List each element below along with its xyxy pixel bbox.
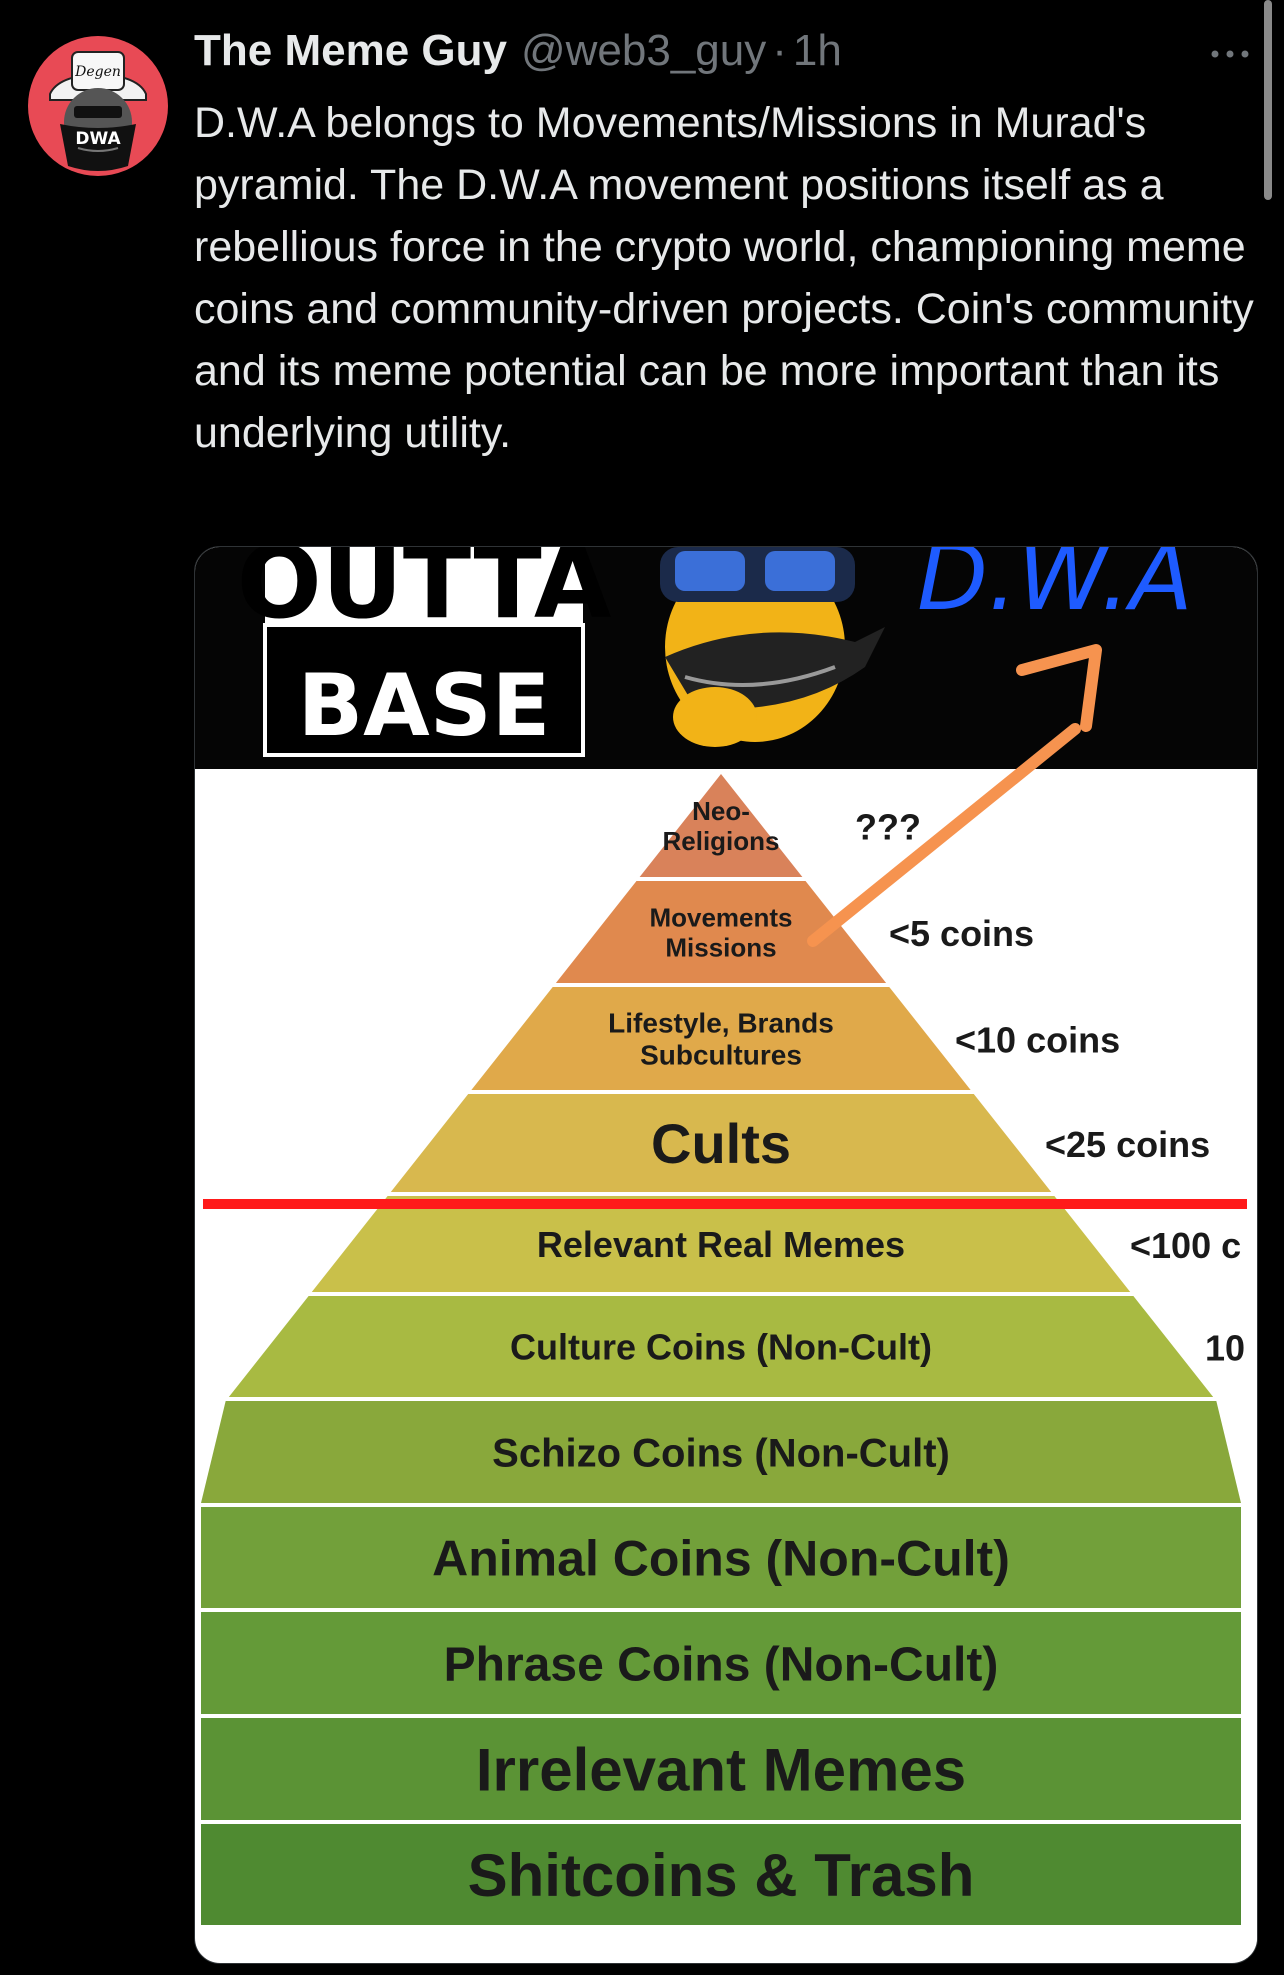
banner-base-text: BASE <box>298 656 551 756</box>
pyramid-tier-label: Shitcoins & Trash <box>468 1842 975 1909</box>
pyramid-tier-label: Relevant Real Memes <box>537 1224 905 1265</box>
more-options-button[interactable] <box>1206 36 1256 66</box>
pyramid-tier <box>639 774 803 877</box>
pyramid-tier-count: 10 <box>1205 1328 1245 1369</box>
pyramid-tier-count: <10 coins <box>955 1020 1120 1061</box>
pyramid-tier <box>311 1196 1131 1292</box>
pyramid-tier <box>201 1401 1241 1503</box>
tweet-header: The Meme Guy @web3_guy · 1h <box>194 26 842 86</box>
pyramid-tier-count: <25 coins <box>1045 1124 1210 1165</box>
avatar-hat-text: Degen <box>74 64 121 80</box>
pyramid-tier-count: <5 coins <box>889 913 1034 954</box>
pyramid-tier <box>390 1094 1052 1192</box>
pyramid-tier <box>555 881 887 983</box>
pyramid-tier-label: Subcultures <box>640 1040 802 1071</box>
separator-dot: · <box>772 26 787 75</box>
pyramid-tier-label: Missions <box>665 932 776 962</box>
orange-arrowhead <box>1016 644 1102 732</box>
author-handle[interactable]: @web3_guy <box>520 26 767 75</box>
pyramid-tier-label: Movements <box>649 902 792 932</box>
tweet-text: D.W.A belongs to Movements/Missions in M… <box>194 99 1254 457</box>
pyramid-tier <box>201 1507 1241 1608</box>
orange-arrow <box>807 723 1081 947</box>
pyramid-tier-count: <100 c <box>1130 1225 1241 1266</box>
pyramid-tier-label: Irrelevant Memes <box>476 1737 966 1804</box>
timestamp[interactable]: 1h <box>792 26 842 75</box>
pyramid-tier <box>228 1296 1214 1397</box>
scrollbar[interactable] <box>1264 0 1272 200</box>
avatar-image: Degen DWA <box>49 51 147 171</box>
media-banner: OUTTA BASE D.W.A <box>195 547 1257 769</box>
mascot-illustration <box>660 547 885 747</box>
tweet-media-image[interactable]: OUTTA BASE D.W.A Neo- Religions??? Movemen… <box>194 546 1258 1964</box>
pyramid-tier-label: Schizo Coins (Non-Cult) <box>492 1431 950 1475</box>
author-name[interactable]: The Meme Guy <box>194 26 507 75</box>
red-divider-line <box>203 1199 1249 1209</box>
banner-dwa-text: D.W.A <box>917 547 1193 631</box>
pyramid-tier <box>201 1824 1241 1925</box>
pyramid-tier <box>201 1612 1241 1714</box>
pyramid-tier-label: Neo- <box>692 796 750 826</box>
pyramid-tier-label: Cults <box>651 1112 791 1175</box>
pyramid-tier-label: Lifestyle, Brands <box>608 1007 834 1038</box>
avatar[interactable]: Degen DWA <box>28 36 168 176</box>
avatar-mask-text: DWA <box>75 129 121 149</box>
pyramid-tier-label: Religions <box>662 826 779 856</box>
pyramid-tier-label: Phrase Coins (Non-Cult) <box>444 1638 999 1691</box>
pyramid-tier-label: Animal Coins (Non-Cult) <box>432 1531 1010 1587</box>
more-icon <box>1211 50 1249 58</box>
outta-base-logo: OUTTA BASE <box>237 547 611 757</box>
pyramid-tier-label: Culture Coins (Non-Cult) <box>510 1326 932 1367</box>
pyramid-tier <box>471 987 971 1090</box>
pyramid-tier-count: ??? <box>855 807 921 848</box>
pyramid-tier <box>201 1718 1241 1820</box>
